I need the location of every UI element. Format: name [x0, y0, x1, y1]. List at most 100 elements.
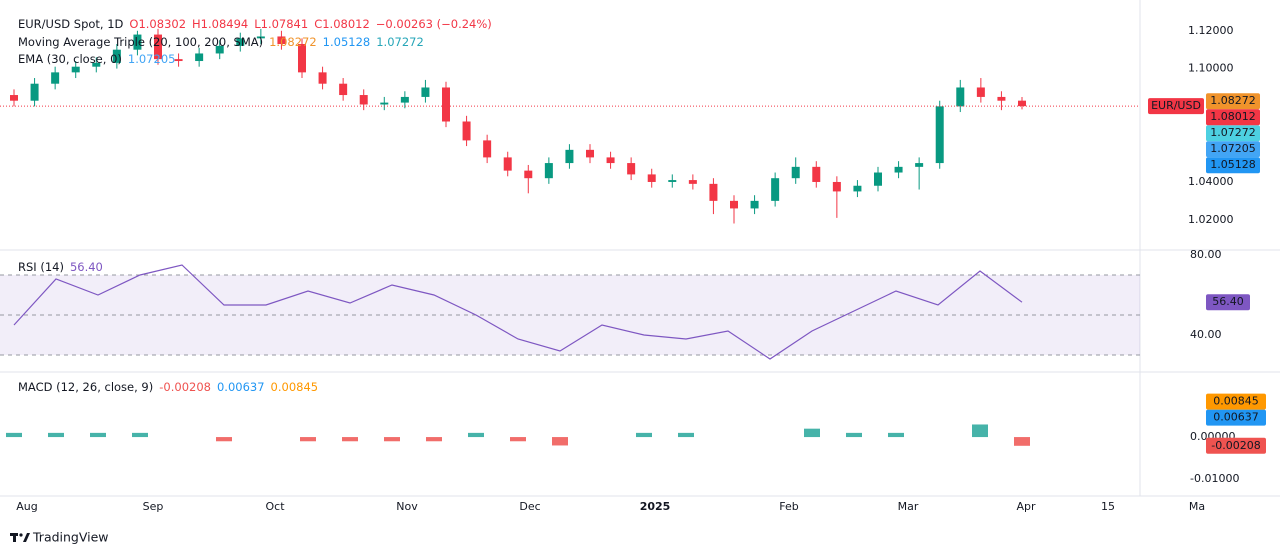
candle-body — [92, 62, 101, 67]
candle-body — [750, 200, 759, 209]
price-tag — [1206, 109, 1260, 126]
candle-body — [524, 170, 533, 179]
y-tick-label: -0.01000 — [1190, 472, 1239, 485]
candle-body — [668, 180, 677, 182]
histogram-bar — [48, 432, 64, 438]
candle-body — [647, 174, 656, 182]
candle-body — [154, 34, 162, 60]
price-tag-label: 0.00845 — [1213, 395, 1259, 408]
histogram-bar — [216, 437, 232, 442]
ohlc: C1.08012 — [314, 17, 370, 31]
x-tick-label: Sep — [143, 500, 164, 513]
candle-body — [894, 166, 903, 173]
candle-body — [380, 102, 389, 105]
histogram-bar — [90, 432, 106, 438]
candle-body — [791, 166, 800, 179]
price-tag-label: 1.07205 — [1210, 142, 1256, 155]
candle-body — [256, 36, 265, 39]
price-tag — [1206, 393, 1266, 410]
candle-body — [71, 66, 80, 73]
histogram-bar — [972, 424, 988, 438]
price-tag — [1206, 409, 1266, 426]
candle-body — [688, 180, 697, 184]
candle-body — [236, 38, 245, 46]
candle-body — [627, 163, 636, 175]
legend-line: EMA (30, close, 0) 1.07205 — [18, 52, 175, 66]
candle-body — [483, 140, 492, 158]
price-tag — [1206, 294, 1250, 311]
histogram-bar — [468, 432, 484, 438]
indicator-value: 1.07272 — [376, 35, 424, 49]
histogram-bar — [426, 437, 442, 442]
indicator-value: 56.40 — [70, 260, 103, 274]
candle-body — [318, 72, 327, 84]
ohlc: L1.07841 — [254, 17, 308, 31]
candle-body — [359, 95, 368, 105]
price-tag-label: 1.05128 — [1210, 158, 1256, 171]
price-tag-label: 0.00637 — [1213, 411, 1259, 424]
x-tick-label: Dec — [519, 500, 540, 513]
candle-body — [442, 87, 450, 122]
indicator-value: 1.05128 — [323, 35, 371, 49]
x-tick-label: Feb — [779, 500, 798, 513]
price-tag — [1206, 437, 1266, 454]
indicator-value: 1.08272 — [269, 35, 317, 49]
histogram-bar — [888, 432, 904, 438]
ohlc: O1.08302 — [129, 17, 186, 31]
candle-body — [462, 121, 471, 141]
histogram-bar — [678, 432, 694, 438]
candle-body — [606, 157, 615, 164]
candle-body — [421, 87, 430, 97]
histogram-bar — [1014, 437, 1030, 446]
indicator-title: MACD (12, 26, close, 9) — [18, 380, 153, 394]
indicator-title: Moving Average Triple (20, 100, 200, SMA… — [18, 35, 263, 49]
brand-logo — [10, 533, 30, 542]
price-tag — [1206, 125, 1260, 142]
price-tag-label: 1.08012 — [1210, 110, 1256, 123]
price-tag — [1206, 93, 1260, 110]
x-tick-label: 15 — [1101, 500, 1115, 513]
x-tick-label: 2025 — [640, 500, 671, 513]
candle-body — [30, 83, 39, 101]
legend-line: RSI (14) 56.40 — [18, 260, 103, 274]
histogram-bar — [846, 432, 862, 438]
candle-body — [51, 72, 60, 84]
histogram-bar — [342, 437, 358, 442]
candle-body — [976, 87, 985, 97]
price-tag-label: 1.07272 — [1210, 126, 1256, 139]
candle-body — [1018, 100, 1026, 107]
candle-body — [956, 87, 965, 107]
histogram-bar — [300, 437, 316, 442]
candle-body — [915, 163, 924, 167]
candle-body — [112, 49, 121, 63]
histogram-bar — [510, 437, 526, 442]
candle-body — [339, 83, 348, 96]
x-tick-label: Mar — [898, 500, 919, 513]
y-tick-label: 80.00 — [1190, 248, 1222, 261]
candle-body — [565, 149, 574, 164]
indicator-value: -0.00208 — [159, 380, 211, 394]
price-tag-label: 1.08272 — [1210, 94, 1256, 107]
price-tag-label: 56.40 — [1212, 295, 1244, 308]
price-tag-label: -0.00208 — [1211, 439, 1260, 452]
x-tick-label: Nov — [396, 500, 418, 513]
candle-body — [832, 181, 841, 192]
y-tick-label: 1.12000 — [1188, 24, 1234, 37]
candle-body — [997, 96, 1006, 101]
candle-body — [195, 53, 204, 62]
price-tag — [1206, 141, 1260, 158]
candle-body — [133, 34, 142, 50]
candle-body — [771, 178, 780, 201]
x-tick-label: Ma — [1189, 500, 1205, 513]
indicator-value: 0.00845 — [271, 380, 319, 394]
candle-body — [544, 163, 553, 179]
x-tick-label: Aug — [16, 500, 37, 513]
histogram-bar — [552, 437, 568, 446]
indicator-title: EMA (30, close, 0) — [18, 52, 122, 66]
symbol-title: EUR/USD Spot, 1D — [18, 17, 124, 31]
candle-body — [874, 172, 882, 186]
y-tick-label: 40.00 — [1190, 328, 1222, 341]
symbol-tag-label: EUR/USD — [1151, 99, 1201, 112]
ohlc: H1.08494 — [192, 17, 248, 31]
x-tick-label: Apr — [1016, 500, 1036, 513]
